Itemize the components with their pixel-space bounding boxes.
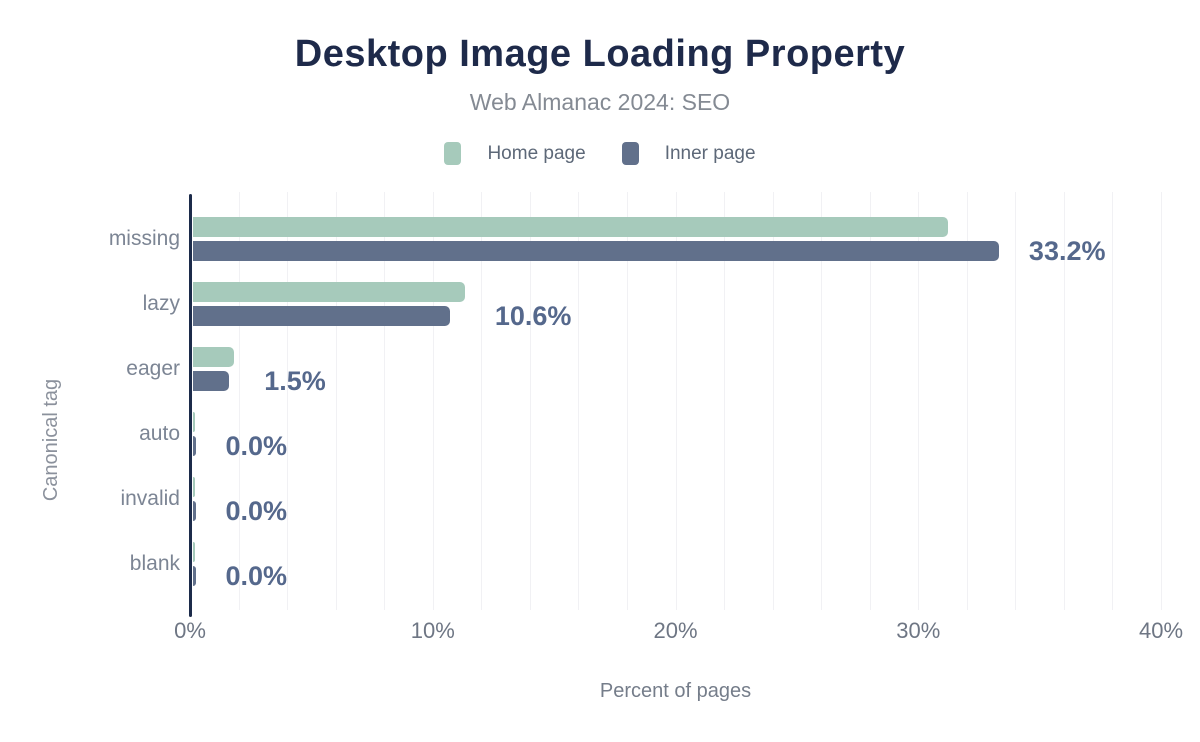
bar-missing-inner-page (193, 241, 999, 261)
gridline (869, 192, 871, 610)
bar-auto-home-page (193, 412, 195, 432)
bar-missing-home-page (193, 217, 948, 237)
bar-eager-inner-page (193, 371, 230, 391)
gridline (578, 192, 580, 610)
gridline (287, 192, 289, 610)
category-label-auto: auto (139, 422, 180, 445)
inner-page-swatch-icon (621, 142, 639, 165)
gridline (918, 192, 920, 610)
legend-item-inner-page: Inner page (621, 142, 756, 165)
gridline (384, 192, 386, 610)
gridline (724, 192, 726, 610)
gridline (1015, 192, 1017, 610)
bar-eager-home-page (193, 347, 235, 367)
gridline (626, 192, 628, 610)
gridline (966, 192, 968, 610)
gridline (1063, 192, 1065, 610)
gridline (238, 192, 240, 610)
x-tick-label-30pct: 30% (896, 618, 941, 643)
category-label-lazy: lazy (142, 292, 180, 315)
plot-area (190, 192, 1162, 610)
home-page-swatch-icon (444, 142, 462, 165)
data-label-lazy: 10.6% (494, 301, 572, 331)
bar-invalid-home-page (193, 477, 195, 497)
gridline (772, 192, 774, 610)
x-tick-label-0pct: 0% (174, 618, 206, 643)
x-tick-label-40pct: 40% (1138, 618, 1184, 643)
chart-subtitle: Web Almanac 2024: SEO (469, 89, 731, 115)
data-label-invalid: 0.0% (225, 496, 288, 526)
legend: Home page Inner page (0, 142, 1200, 165)
gridline (432, 192, 434, 610)
legend-item-home-page: Home page (444, 142, 586, 165)
y-axis-line (189, 194, 192, 617)
x-axis-title: Percent of pages (599, 680, 752, 702)
x-tick-label-20pct: 20% (653, 618, 698, 643)
bar-auto-inner-page (193, 436, 196, 456)
bar-blank-inner-page (193, 566, 196, 586)
gridline (529, 192, 531, 610)
data-label-missing: 33.2% (1028, 236, 1106, 266)
y-axis-title: Canonical tag (40, 378, 62, 502)
bar-lazy-inner-page (193, 306, 451, 326)
bar-blank-home-page (193, 542, 195, 562)
gridline (821, 192, 823, 610)
legend-label: Home page (487, 142, 586, 164)
bar-invalid-inner-page (193, 501, 196, 521)
x-tick-label-10pct: 10% (410, 618, 455, 643)
legend-label: Inner page (664, 142, 756, 164)
gridline (335, 192, 337, 610)
chart-title: Desktop Image Loading Property (294, 33, 906, 75)
gridline (481, 192, 483, 610)
category-label-blank: blank (129, 552, 180, 575)
gridline (675, 192, 677, 610)
gridline (1161, 192, 1162, 610)
category-label-eager: eager (126, 357, 180, 380)
category-label-invalid: invalid (120, 487, 180, 510)
bar-lazy-home-page (193, 282, 465, 302)
gridline (1112, 192, 1114, 610)
data-label-blank: 0.0% (225, 561, 288, 591)
category-label-missing: missing (108, 227, 180, 250)
data-label-eager: 1.5% (264, 366, 326, 396)
data-label-auto: 0.0% (225, 431, 288, 461)
